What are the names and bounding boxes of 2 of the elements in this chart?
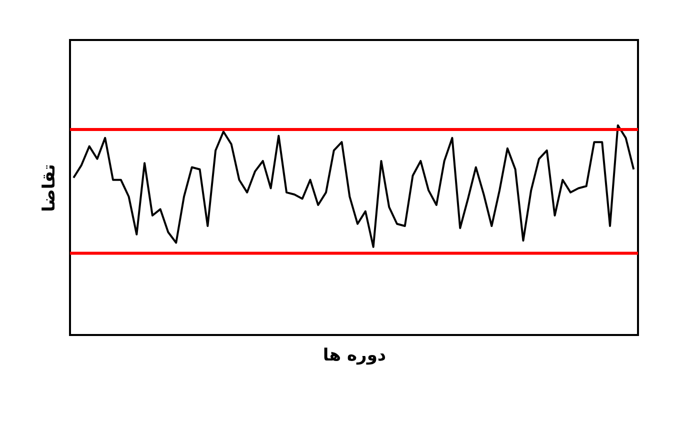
y-axis-title: تقاضا xyxy=(40,164,60,212)
x-axis-title: دوره ها xyxy=(322,346,386,366)
